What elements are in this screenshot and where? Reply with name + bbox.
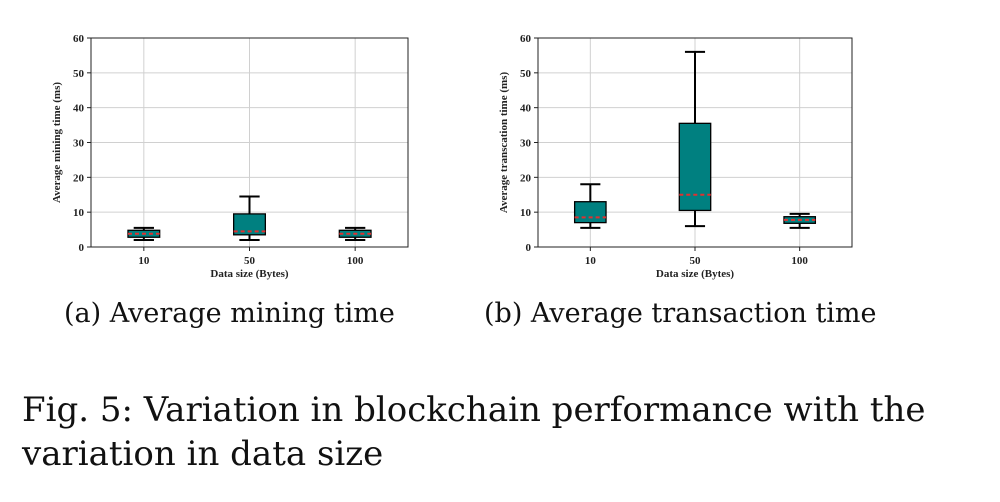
subcaption-a: (a) Average mining time	[64, 298, 395, 329]
plot-frame	[537, 37, 853, 248]
x-tick-label: 100	[791, 255, 808, 267]
y-tick-label: 50	[73, 68, 85, 80]
x-axis-title: Data size (Bytes)	[656, 268, 735, 280]
y-tick-label: 60	[520, 33, 532, 45]
box-10	[573, 183, 607, 229]
y-tick-label: 10	[73, 207, 85, 219]
x-tick-label: 10	[138, 255, 150, 267]
y-tick-label: 10	[520, 207, 532, 219]
figure-caption: Fig. 5: Variation in blockchain performa…	[22, 390, 926, 474]
x-tick-label: 50	[244, 255, 256, 267]
y-tick-label: 20	[520, 172, 532, 184]
box-iqr	[678, 122, 712, 212]
y-axis-title: Average transcation time (ms)	[498, 72, 510, 214]
box-10	[127, 226, 161, 242]
plot-frame	[90, 37, 409, 248]
y-tick-label: 30	[520, 138, 532, 150]
chart-average-mining-time: 0 10 20 30 40 50 60 10 50 100 Data size (Bytes) Ave…	[51, 33, 409, 280]
subcaption-b: (b) Average transaction time	[484, 298, 877, 329]
chart-average-transaction-time: 0 10 20 30 40 50 60 10 50 100 Data size (Bytes) Ave…	[498, 33, 853, 280]
box-iqr	[573, 201, 607, 224]
box-100	[338, 226, 372, 242]
box-50	[678, 50, 712, 228]
x-tick-label: 100	[347, 255, 364, 267]
box-50	[232, 195, 266, 242]
box-100	[783, 212, 817, 229]
box-iqr	[232, 213, 266, 236]
y-tick-label: 0	[79, 242, 85, 254]
x-tick-label: 50	[690, 255, 702, 267]
y-tick-label: 40	[73, 103, 85, 115]
y-tick-label: 30	[73, 138, 85, 150]
y-tick-label: 20	[73, 172, 85, 184]
x-axis-title: Data size (Bytes)	[210, 268, 289, 280]
y-axis-title: Average mining time (ms)	[51, 82, 63, 203]
y-tick-label: 40	[520, 103, 532, 115]
y-tick-label: 0	[526, 242, 532, 254]
y-tick-label: 50	[520, 68, 532, 80]
x-tick-label: 10	[585, 255, 597, 267]
y-tick-label: 60	[73, 33, 85, 45]
